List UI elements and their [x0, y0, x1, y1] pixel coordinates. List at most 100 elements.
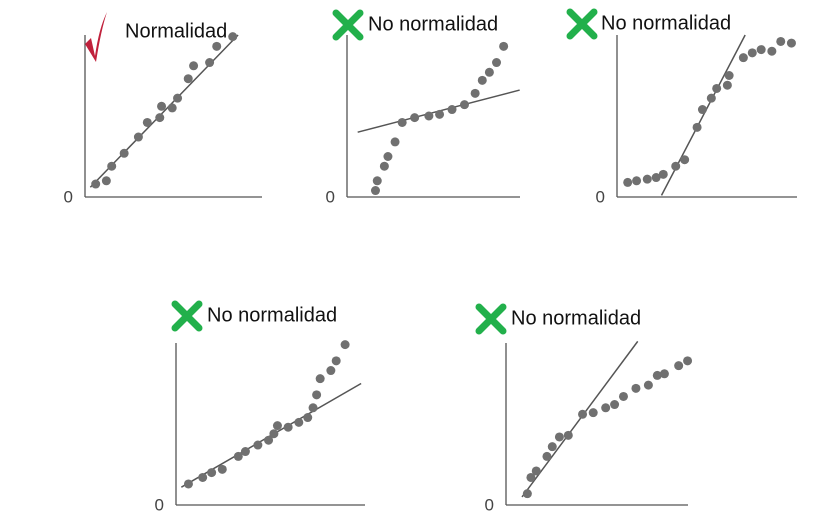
- point: [747, 48, 757, 58]
- y-tick-label: 0: [596, 187, 605, 206]
- point: [767, 46, 777, 56]
- point: [477, 75, 487, 85]
- chart-title: No normalidad: [368, 13, 498, 35]
- point: [459, 100, 469, 110]
- point: [484, 67, 494, 77]
- point: [631, 383, 641, 393]
- point: [470, 88, 480, 98]
- point: [643, 380, 653, 390]
- point: [390, 137, 400, 147]
- point: [692, 122, 702, 132]
- point: [712, 83, 722, 93]
- point: [632, 176, 642, 186]
- point: [157, 101, 167, 111]
- point: [652, 370, 662, 380]
- point: [107, 161, 117, 171]
- point: [233, 451, 243, 461]
- point: [531, 466, 541, 476]
- point: [312, 390, 322, 400]
- point: [326, 366, 336, 376]
- point: [659, 369, 669, 379]
- point: [542, 451, 552, 461]
- point: [370, 186, 380, 196]
- point: [658, 169, 668, 179]
- point: [588, 408, 598, 418]
- cross-icon: [475, 303, 507, 335]
- point: [91, 179, 101, 189]
- point: [167, 103, 177, 113]
- point: [554, 432, 564, 442]
- point: [173, 93, 183, 103]
- point: [155, 113, 165, 123]
- point: [264, 435, 274, 445]
- point: [205, 58, 215, 68]
- point: [499, 41, 509, 51]
- point: [240, 447, 250, 457]
- chart-title: No normalidad: [511, 307, 641, 329]
- point: [308, 403, 318, 413]
- point: [189, 61, 199, 71]
- point: [706, 93, 716, 103]
- point: [610, 400, 620, 410]
- cross-icon: [171, 300, 203, 332]
- point: [340, 340, 350, 350]
- point: [522, 489, 532, 499]
- point: [776, 36, 786, 46]
- point: [315, 374, 325, 384]
- point: [142, 117, 152, 127]
- point: [228, 32, 238, 42]
- point: [410, 113, 420, 123]
- fit-line: [521, 340, 639, 498]
- point: [547, 442, 557, 452]
- point: [397, 117, 407, 127]
- y-tick-label: 0: [326, 187, 335, 206]
- point: [601, 403, 611, 413]
- point: [272, 421, 282, 431]
- point: [331, 356, 341, 366]
- point: [618, 391, 628, 401]
- point: [526, 472, 536, 482]
- point: [133, 132, 143, 142]
- cross-icon: [566, 8, 598, 40]
- y-tick-label: 0: [64, 187, 73, 206]
- check-icon: [85, 12, 107, 62]
- point: [492, 58, 502, 68]
- point: [183, 479, 193, 489]
- point: [680, 155, 690, 165]
- chart-title: Normalidad: [125, 20, 227, 42]
- point: [198, 472, 208, 482]
- chart-title: No normalidad: [207, 304, 337, 326]
- point: [294, 417, 304, 427]
- point: [756, 45, 766, 55]
- y-tick-label: 0: [485, 495, 494, 514]
- point: [642, 174, 652, 184]
- point: [724, 71, 734, 80]
- point: [447, 105, 457, 115]
- point: [379, 161, 389, 171]
- point: [253, 440, 263, 450]
- point: [119, 148, 129, 158]
- point: [722, 80, 732, 90]
- point: [671, 161, 681, 171]
- point: [383, 152, 393, 161]
- point: [372, 176, 382, 186]
- point: [738, 53, 748, 63]
- point: [269, 429, 279, 439]
- point: [207, 468, 217, 478]
- point: [283, 422, 293, 432]
- chart-title: No normalidad: [601, 12, 731, 34]
- point: [651, 173, 661, 183]
- point: [424, 111, 434, 121]
- point: [183, 74, 193, 84]
- point: [786, 38, 796, 48]
- point: [683, 356, 693, 366]
- fit-line: [660, 34, 746, 196]
- point: [101, 176, 111, 186]
- cross-icon: [332, 9, 364, 41]
- point: [435, 109, 445, 119]
- point: [217, 464, 227, 474]
- point: [563, 430, 573, 440]
- point: [623, 177, 633, 187]
- point: [212, 41, 222, 51]
